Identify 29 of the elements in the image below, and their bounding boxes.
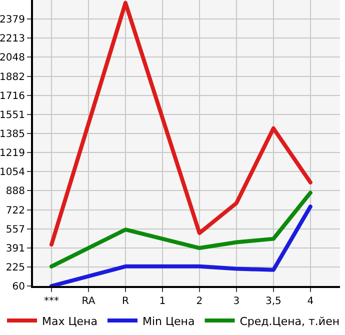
y-tick-label: 722 (6, 205, 25, 216)
y-tick-label: 888 (6, 186, 25, 198)
x-tick-label: RA (82, 296, 96, 307)
y-tick-label: 557 (6, 224, 25, 236)
y-tick-label: 1054 (0, 167, 25, 178)
x-tick-label: 3,5 (265, 296, 282, 307)
x-tick-label: 2 (196, 296, 203, 307)
legend-label: Min Цена (142, 314, 195, 328)
line-series (49, 204, 312, 286)
y-tick-label: 391 (6, 243, 25, 254)
y-tick-label: 1716 (0, 90, 25, 102)
line-series (49, 190, 312, 268)
legend-label: Max Цена (42, 314, 98, 328)
y-tick-label: 225 (6, 262, 25, 274)
y-tick-label: 1551 (0, 110, 25, 121)
y-tick-label: 2048 (0, 52, 25, 64)
y-tick-label: 1385 (0, 129, 25, 140)
x-tick-label: 4 (307, 296, 314, 307)
x-tick-label: 1 (159, 296, 166, 307)
y-tick-label: 2379 (0, 14, 25, 26)
legend-label: Сред.Цена, т.йен (240, 314, 340, 328)
x-tick-label: *** (44, 296, 59, 307)
x-tick-label: 3 (233, 296, 240, 307)
y-tick-label: 1882 (0, 72, 25, 83)
y-tick-label: 1219 (0, 148, 25, 160)
x-tick-label: R (122, 296, 129, 307)
y-tick-label: 2213 (0, 34, 25, 45)
y-tick-label: 60 (12, 282, 25, 292)
line-series (49, 0, 312, 247)
